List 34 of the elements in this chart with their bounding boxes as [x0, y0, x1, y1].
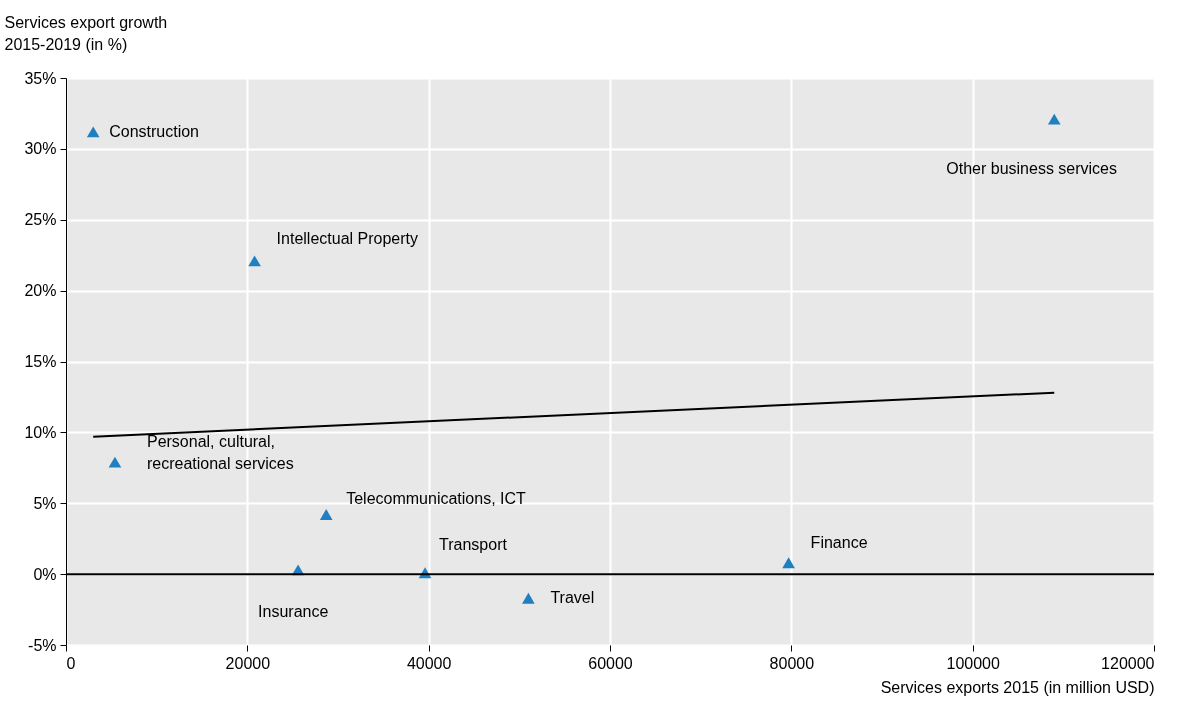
y-tick-label: 10% [24, 423, 57, 441]
x-tick-label: 0 [66, 654, 76, 672]
x-tick-label: 60000 [588, 654, 633, 672]
y-tick-label: 15% [24, 353, 57, 370]
x-tick-label: 120000 [1101, 654, 1155, 672]
x-tick-label: 20000 [225, 654, 271, 672]
y-tick-label: -5% [28, 636, 57, 654]
annotation: Travel [550, 589, 595, 607]
y-tick-label: 35% [24, 69, 57, 87]
point [248, 255, 261, 267]
point [319, 509, 333, 521]
y-axis-title: Services export growth 2015-2019 (in %) [4, 13, 168, 53]
point [108, 456, 122, 468]
x-axis-title: Services exports 2015 (in million USD) [880, 678, 1155, 696]
y-tick-label: 5% [33, 494, 57, 512]
annotation: Personal, cultural, recreational services [146, 433, 294, 473]
y-tick-label: 0% [33, 565, 57, 583]
point [522, 592, 535, 604]
point [86, 126, 100, 138]
x-tick-label: 80000 [769, 654, 815, 672]
annotation: Other business services [946, 160, 1117, 178]
annotation: Transport [439, 535, 508, 553]
annotation: Finance [810, 533, 868, 551]
point [1047, 113, 1061, 125]
point [782, 557, 795, 569]
x-tick-label: 40000 [406, 654, 452, 672]
annotation: Intellectual Property [276, 229, 418, 247]
annotation: Insurance [258, 602, 329, 620]
y-tick-label: 30% [24, 140, 57, 158]
annotation: Telecommunications, ICT [346, 489, 527, 507]
y-tick-label: 25% [24, 211, 57, 229]
y-tick-label: 20% [24, 282, 57, 300]
x-tick-label: 100000 [946, 654, 1000, 672]
annotation: Construction [109, 122, 200, 140]
